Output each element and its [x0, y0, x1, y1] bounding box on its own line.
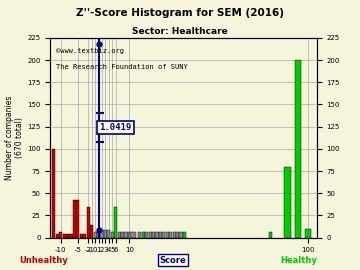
- Bar: [107, 231, 111, 238]
- Bar: [284, 167, 291, 238]
- Bar: [59, 232, 62, 238]
- Text: Healthy: Healthy: [280, 256, 317, 265]
- Bar: [152, 232, 155, 238]
- Bar: [295, 60, 301, 238]
- Bar: [138, 232, 141, 238]
- Bar: [305, 229, 311, 238]
- Bar: [166, 232, 169, 238]
- Bar: [121, 232, 124, 238]
- Bar: [83, 234, 86, 238]
- Bar: [69, 234, 73, 238]
- Bar: [87, 207, 90, 238]
- Bar: [52, 149, 55, 238]
- Text: Unhealthy: Unhealthy: [19, 256, 68, 265]
- Bar: [172, 232, 176, 238]
- Bar: [169, 232, 172, 238]
- Bar: [104, 231, 107, 238]
- Bar: [156, 232, 158, 238]
- Text: Z''-Score Histogram for SEM (2016): Z''-Score Histogram for SEM (2016): [76, 8, 284, 18]
- Bar: [97, 232, 100, 238]
- Text: Sector: Healthcare: Sector: Healthcare: [132, 27, 228, 36]
- Bar: [179, 232, 183, 238]
- Bar: [111, 232, 114, 238]
- Text: Score: Score: [159, 256, 186, 265]
- Bar: [76, 200, 80, 238]
- Bar: [90, 225, 93, 238]
- Y-axis label: Number of companies
(670 total): Number of companies (670 total): [5, 96, 24, 180]
- Bar: [94, 232, 97, 238]
- Text: The Research Foundation of SUNY: The Research Foundation of SUNY: [56, 64, 188, 70]
- Bar: [183, 232, 186, 238]
- Bar: [145, 232, 148, 238]
- Bar: [176, 232, 179, 238]
- Bar: [159, 232, 162, 238]
- Bar: [162, 232, 165, 238]
- Bar: [114, 207, 117, 238]
- Bar: [149, 232, 152, 238]
- Bar: [63, 234, 66, 238]
- Bar: [66, 234, 69, 238]
- Text: ©www.textbiz.org: ©www.textbiz.org: [56, 48, 124, 54]
- Text: 1.0419: 1.0419: [99, 123, 131, 132]
- Bar: [118, 232, 121, 238]
- Bar: [100, 231, 104, 238]
- Bar: [269, 232, 272, 238]
- Bar: [73, 200, 76, 238]
- Bar: [125, 232, 127, 238]
- Bar: [130, 232, 136, 238]
- Bar: [128, 232, 131, 238]
- Bar: [56, 234, 59, 238]
- Bar: [141, 232, 145, 238]
- Bar: [80, 234, 83, 238]
